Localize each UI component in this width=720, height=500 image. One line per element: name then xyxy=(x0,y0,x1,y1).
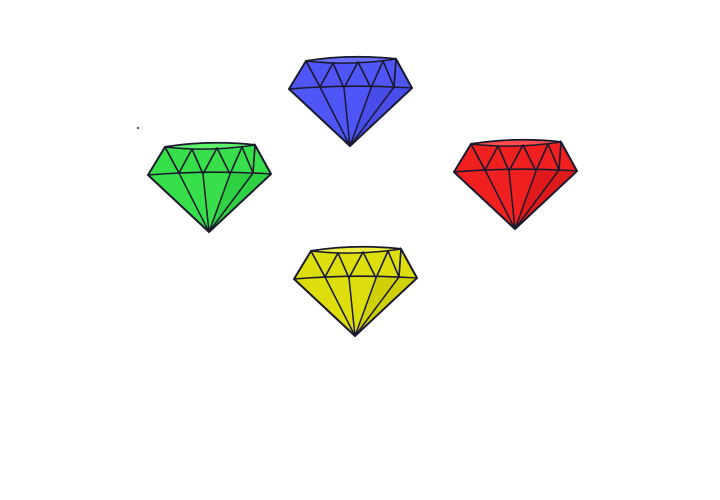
stray-dot xyxy=(137,127,139,129)
red-gem-icon[interactable] xyxy=(451,137,579,231)
yellow-gem-shape xyxy=(293,245,418,337)
blue-gem-shape xyxy=(288,55,413,147)
green-gem-shape xyxy=(147,141,272,233)
yellow-gem-icon[interactable] xyxy=(291,244,419,338)
green-gem-icon[interactable] xyxy=(145,140,273,234)
blue-gem-icon[interactable] xyxy=(286,54,414,148)
red-gem-shape xyxy=(453,138,578,230)
